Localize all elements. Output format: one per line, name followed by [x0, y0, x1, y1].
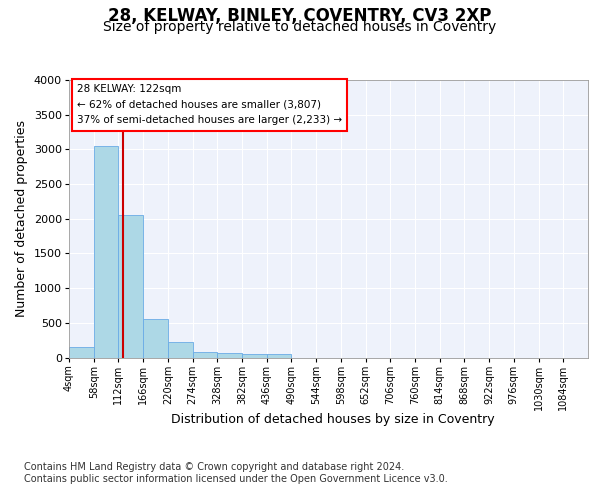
Bar — [267, 354, 292, 358]
Bar — [168, 342, 193, 357]
Bar — [69, 347, 94, 358]
Y-axis label: Number of detached properties: Number of detached properties — [16, 120, 28, 318]
Bar — [143, 320, 168, 358]
Text: 28 KELWAY: 122sqm
← 62% of detached houses are smaller (3,807)
37% of semi-detac: 28 KELWAY: 122sqm ← 62% of detached hous… — [77, 84, 342, 126]
Text: 28, KELWAY, BINLEY, COVENTRY, CV3 2XP: 28, KELWAY, BINLEY, COVENTRY, CV3 2XP — [109, 8, 491, 26]
Bar — [242, 354, 267, 358]
Bar — [118, 216, 143, 358]
Text: Size of property relative to detached houses in Coventry: Size of property relative to detached ho… — [103, 20, 497, 34]
Bar — [217, 354, 242, 358]
Text: Contains public sector information licensed under the Open Government Licence v3: Contains public sector information licen… — [24, 474, 448, 484]
Bar — [193, 352, 217, 358]
Text: Contains HM Land Registry data © Crown copyright and database right 2024.: Contains HM Land Registry data © Crown c… — [24, 462, 404, 472]
Text: Distribution of detached houses by size in Coventry: Distribution of detached houses by size … — [171, 412, 495, 426]
Bar — [94, 146, 118, 358]
